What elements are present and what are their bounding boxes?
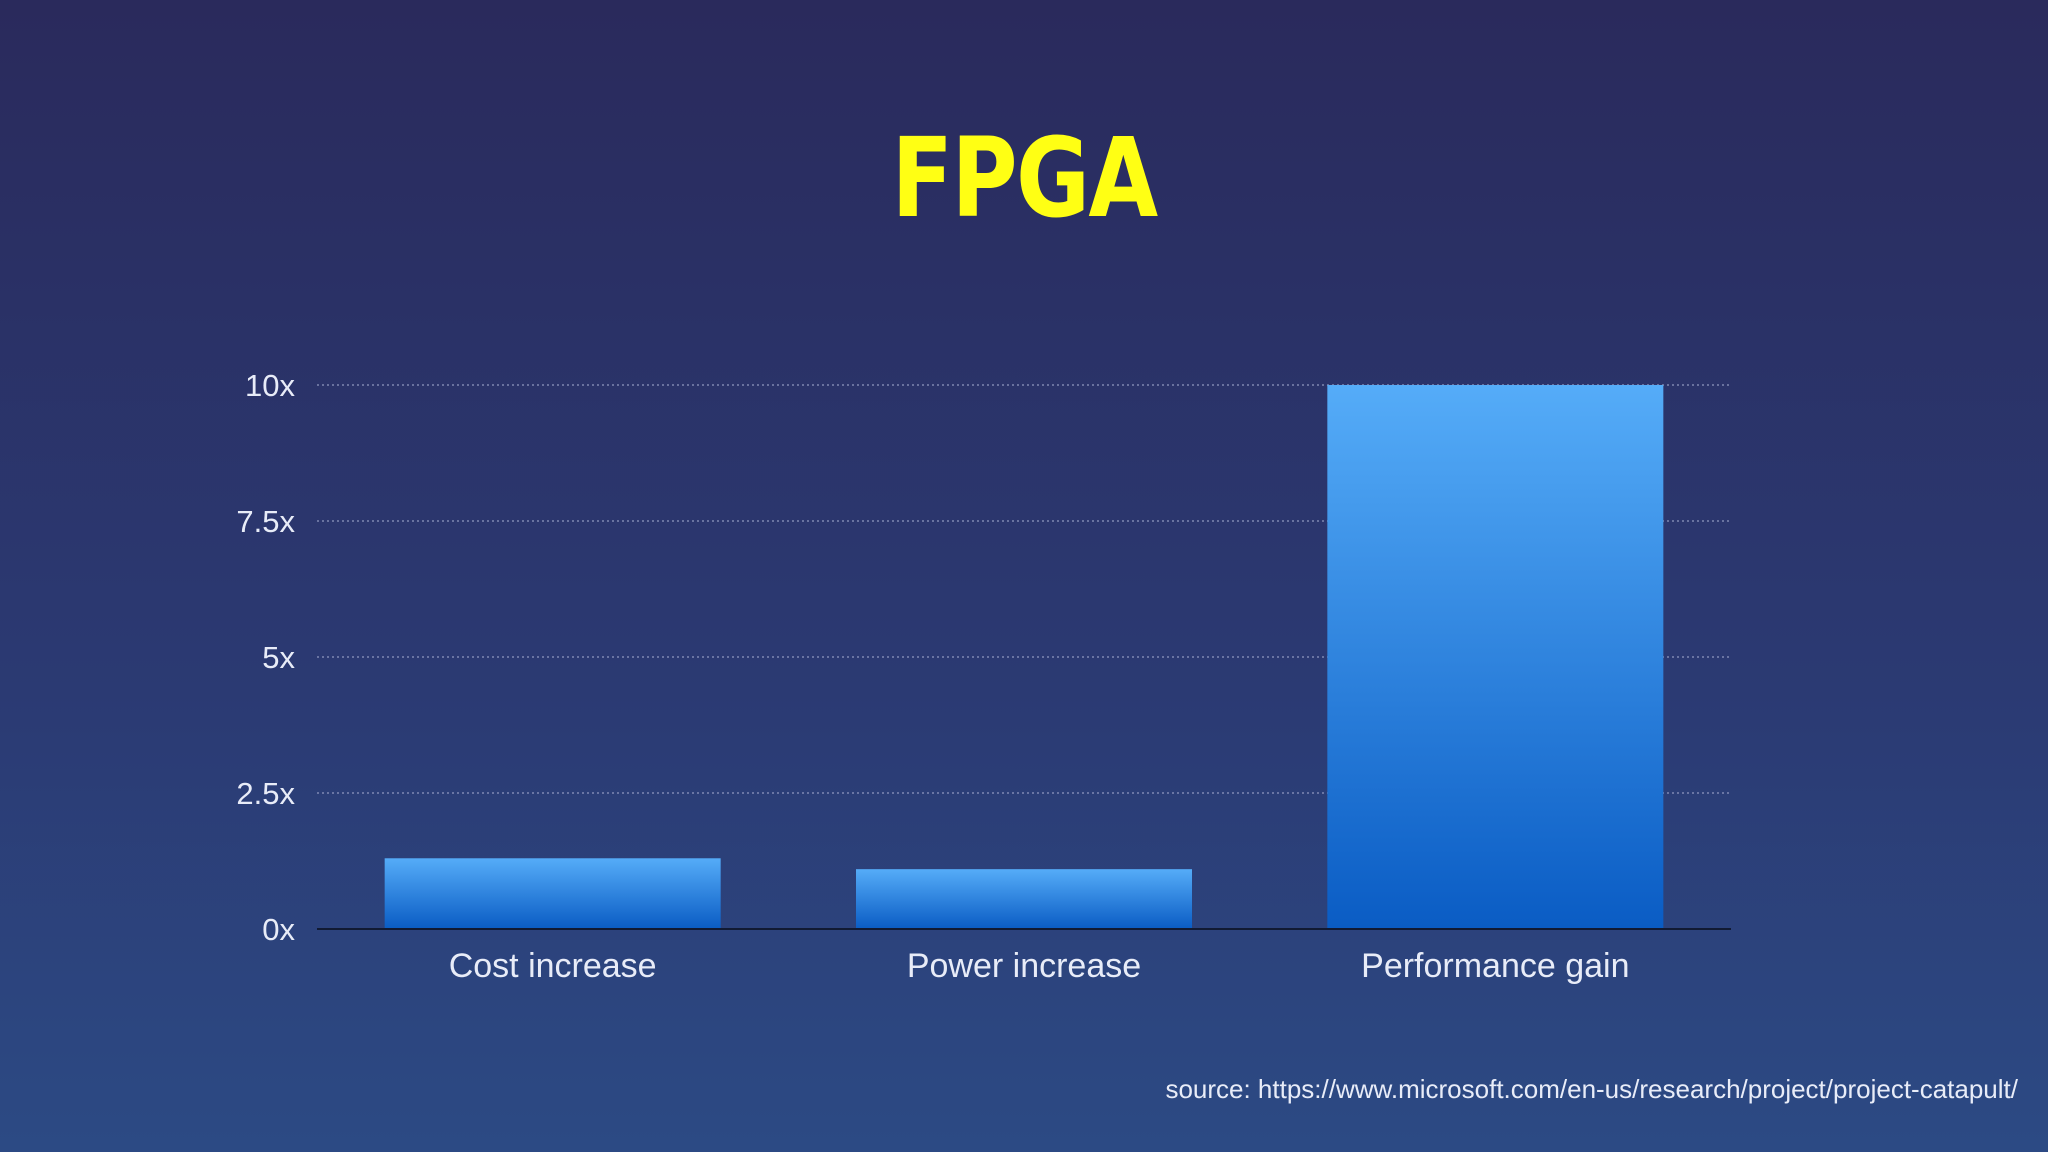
bars	[384, 385, 1664, 929]
x-axis-labels: Cost increase Power increase Performance g…	[449, 947, 1630, 985]
bar-performance-gain	[1327, 385, 1664, 929]
bar-power-increase	[856, 869, 1192, 929]
y-axis-ticks: 0x 2.5x 5x 7.5x 10x	[236, 368, 295, 947]
x-category-label: Cost increase	[449, 947, 657, 985]
y-tick-label: 5x	[262, 640, 295, 675]
x-category-label: Performance gain	[1361, 947, 1629, 985]
x-category-label: Power increase	[907, 947, 1141, 985]
grid-lines	[317, 384, 1731, 794]
source-citation: source: https://www.microsoft.com/en-us/…	[1165, 1074, 2018, 1104]
y-tick-label: 0x	[262, 912, 295, 947]
bar-cost-increase	[384, 858, 721, 929]
y-tick-label: 7.5x	[236, 504, 295, 539]
slide-title: FPGA	[891, 114, 1158, 242]
y-tick-label: 2.5x	[236, 776, 295, 811]
y-tick-label: 10x	[245, 368, 295, 403]
